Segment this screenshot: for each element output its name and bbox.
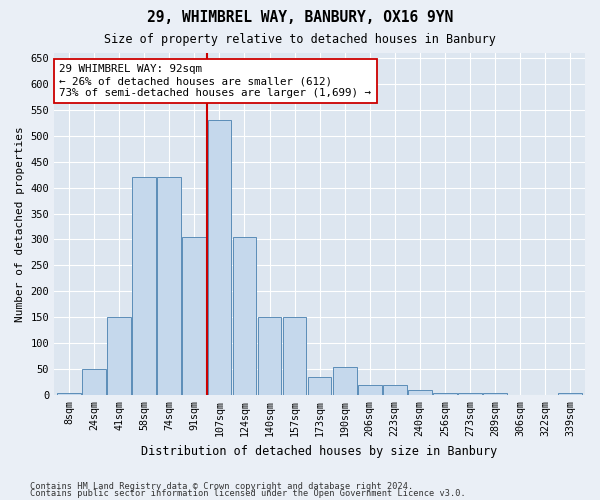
Bar [483, 392, 507, 396]
Bar [257, 318, 281, 396]
Bar [458, 392, 482, 396]
Bar [283, 318, 307, 396]
Bar [182, 237, 206, 396]
Bar [233, 237, 256, 396]
Bar [133, 177, 156, 396]
Text: 29, WHIMBREL WAY, BANBURY, OX16 9YN: 29, WHIMBREL WAY, BANBURY, OX16 9YN [147, 10, 453, 25]
Bar [157, 177, 181, 396]
Text: 29 WHIMBREL WAY: 92sqm
← 26% of detached houses are smaller (612)
73% of semi-de: 29 WHIMBREL WAY: 92sqm ← 26% of detached… [59, 64, 371, 98]
X-axis label: Distribution of detached houses by size in Banbury: Distribution of detached houses by size … [142, 444, 498, 458]
Bar [208, 120, 232, 396]
Bar [558, 392, 582, 396]
Text: Contains HM Land Registry data © Crown copyright and database right 2024.: Contains HM Land Registry data © Crown c… [30, 482, 413, 491]
Bar [333, 366, 356, 396]
Bar [82, 370, 106, 396]
Text: Size of property relative to detached houses in Banbury: Size of property relative to detached ho… [104, 32, 496, 46]
Text: Contains public sector information licensed under the Open Government Licence v3: Contains public sector information licen… [30, 489, 466, 498]
Bar [433, 392, 457, 396]
Bar [57, 392, 81, 396]
Bar [383, 385, 407, 396]
Bar [408, 390, 431, 396]
Bar [358, 385, 382, 396]
Y-axis label: Number of detached properties: Number of detached properties [15, 126, 25, 322]
Bar [308, 377, 331, 396]
Bar [107, 318, 131, 396]
